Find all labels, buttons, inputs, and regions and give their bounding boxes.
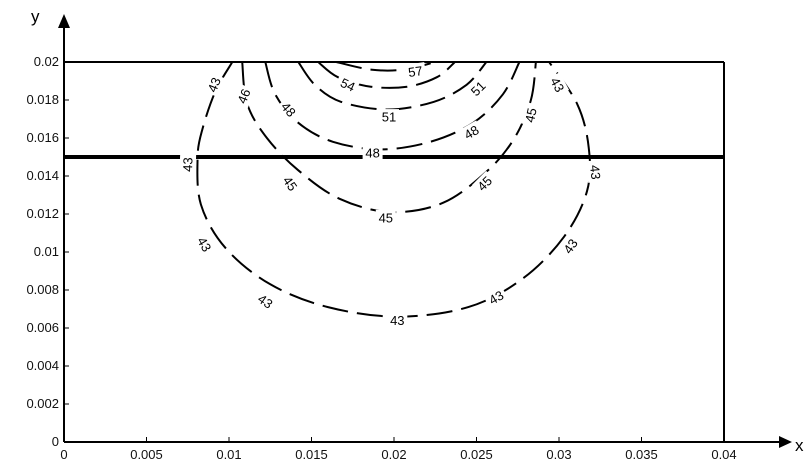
- contour-label: 43: [205, 75, 224, 94]
- x-tick-label: 0.03: [546, 447, 571, 462]
- contour-label: 43: [547, 75, 567, 95]
- contour-label-bg: [520, 103, 541, 127]
- y-axis-ticks: 0 0.002 0.004 0.006 0.008 0.01 0.012 0.014 0.016…: [26, 54, 69, 449]
- plot-frame: [64, 61, 725, 442]
- axes: [58, 14, 792, 448]
- x-tick-label: 0.02: [381, 447, 406, 462]
- contour-label: 45: [379, 210, 393, 225]
- contour-label-bg: [458, 120, 485, 145]
- x-tick-label: 0.035: [625, 447, 658, 462]
- y-tick-label: 0.012: [26, 206, 59, 221]
- y-tick-label: 0.004: [26, 358, 59, 373]
- contour-label-bg: [586, 161, 605, 183]
- x-axis-arrow: [779, 436, 792, 448]
- contour-label-bg: [252, 289, 279, 314]
- contour-label-group: 43: [558, 233, 583, 260]
- contour-label-bg: [335, 73, 361, 97]
- y-tick-label: 0.018: [26, 92, 59, 107]
- contour-label-group: 43: [252, 289, 279, 314]
- y-axis-arrow: [58, 14, 70, 28]
- y-axis-label: y: [31, 7, 40, 26]
- contour-label: 43: [486, 287, 506, 307]
- contour-label: 43: [180, 157, 195, 172]
- contour-label-group: 48: [458, 120, 485, 145]
- contour-label-bg: [203, 72, 226, 98]
- contour-lines: [196, 61, 592, 318]
- contour-label-group: 46: [232, 83, 256, 109]
- x-tick-label: 0.01: [216, 447, 241, 462]
- contour-label-bg: [558, 233, 583, 260]
- y-tick-label: 0.016: [26, 130, 59, 145]
- contour-labels: 43 43 43 43 43 43 43 43 43 46 45 45 45 45 48 48 48 51 51 54…: [179, 62, 605, 329]
- contour-label: 46: [234, 87, 253, 106]
- contour-label-bg: [362, 145, 383, 162]
- contour-line-54: [317, 61, 456, 89]
- contour-label-group: 51: [379, 109, 399, 126]
- contour-label-bg: [375, 209, 396, 226]
- x-axis-ticks: 0 0.005 0.01 0.015 0.02 0.025 0.03 0.035 0.04: [60, 437, 737, 462]
- contour-label-group: 43: [192, 231, 217, 258]
- y-tick-label: 0.02: [34, 54, 59, 69]
- contour-label-group: 43: [203, 72, 226, 98]
- x-tick-label: 0.04: [711, 447, 736, 462]
- x-tick-label: 0: [60, 447, 67, 462]
- x-axis-label: x: [795, 436, 804, 455]
- contour-label: 51: [382, 110, 396, 125]
- y-tick-label: 0.008: [26, 282, 59, 297]
- contour-label: 43: [255, 291, 275, 312]
- contour-label-bg: [277, 170, 303, 197]
- contour-label-group: 43: [545, 72, 570, 98]
- y-tick-label: 0.014: [26, 168, 59, 183]
- contour-label: 43: [390, 313, 404, 328]
- contour-label-group: 45: [375, 209, 396, 226]
- contour-label-bg: [232, 83, 256, 109]
- contour-label-bg: [483, 285, 509, 310]
- contour-label-bg: [379, 109, 399, 126]
- contour-label-group: 43: [387, 312, 408, 329]
- contour-label-group: 45: [277, 170, 303, 197]
- y-tick-label: 0: [52, 434, 59, 449]
- contour-label: 43: [587, 164, 603, 180]
- x-tick-label: 0.005: [130, 447, 163, 462]
- contour-label-bg: [179, 154, 197, 175]
- contour-label: 43: [560, 236, 581, 256]
- contour-label-group: 43: [179, 154, 197, 175]
- y-tick-label: 0.006: [26, 320, 59, 335]
- y-tick-label: 0.002: [26, 396, 59, 411]
- contour-label-group: 48: [362, 145, 383, 162]
- contour-label: 45: [522, 107, 540, 124]
- contour-label-group: 43: [483, 285, 509, 310]
- contour-label-bg: [192, 231, 217, 258]
- y-tick-label: 0.01: [34, 244, 59, 259]
- contour-label-bg: [275, 96, 301, 123]
- contour-line-48: [264, 61, 521, 151]
- x-tick-label: 0.025: [460, 447, 493, 462]
- contour-label-bg: [404, 62, 427, 81]
- contour-label: 48: [365, 146, 379, 161]
- contour-label: 45: [474, 173, 495, 194]
- contour-label: 57: [407, 63, 423, 80]
- contour-label-group: 45: [520, 103, 541, 127]
- x-tick-label: 0.015: [295, 447, 328, 462]
- contour-label-group: 54: [335, 73, 361, 97]
- contour-label: 54: [338, 75, 357, 95]
- contour-label-group: 43: [586, 161, 605, 183]
- contour-label-bg: [387, 312, 408, 329]
- contour-label-group: 45: [471, 170, 498, 197]
- contour-label-group: 48: [275, 96, 301, 123]
- contour-label-bg: [471, 170, 498, 197]
- contour-label: 45: [280, 173, 301, 193]
- contour-label-group: 51: [465, 75, 491, 102]
- contour-label: 48: [461, 122, 481, 142]
- contour-label: 43: [194, 234, 214, 254]
- contour-label-bg: [545, 72, 570, 98]
- contour-label-group: 57: [404, 62, 427, 81]
- contour-label-bg: [465, 75, 491, 102]
